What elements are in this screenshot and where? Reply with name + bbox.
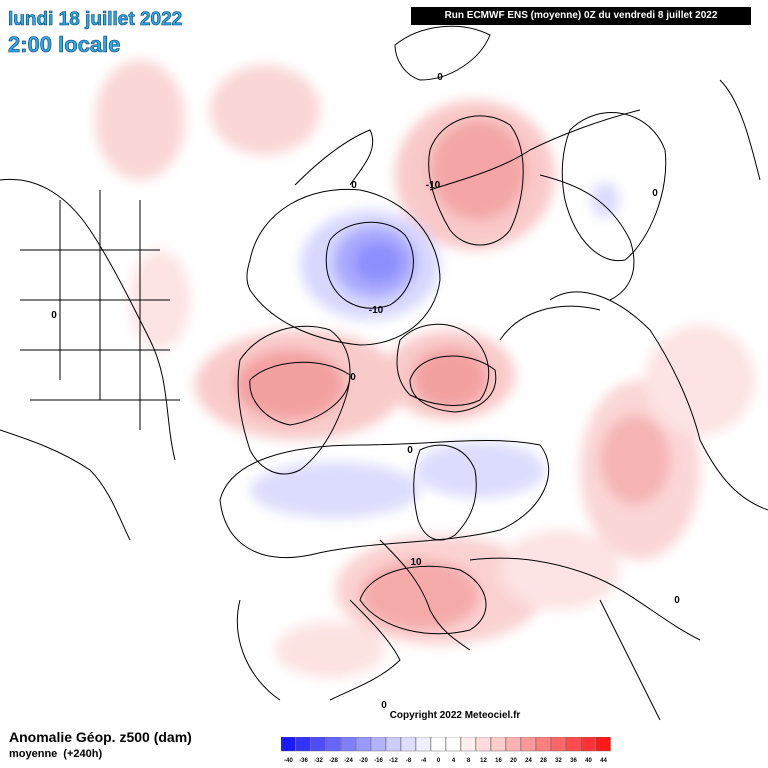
- anomaly-contours: [219, 112, 667, 635]
- legend-label: -36: [299, 758, 308, 764]
- legend-swatch: [370, 737, 386, 752]
- legend-label: -28: [329, 758, 338, 764]
- legend-label: 20: [510, 758, 517, 764]
- legend-label: 40: [585, 758, 592, 764]
- contour-label: 0: [351, 180, 357, 191]
- forecast-date: lundi 18 juillet 2022: [8, 9, 183, 31]
- legend-swatch: [505, 737, 521, 752]
- legend-label: -12: [389, 758, 398, 764]
- legend-swatch: [415, 737, 431, 752]
- legend-label: 44: [600, 758, 607, 764]
- legend-swatch: [595, 737, 611, 752]
- run-banner: Run ECMWF ENS (moyenne) 0Z du vendredi 8…: [411, 7, 751, 25]
- legend-label: -20: [359, 758, 368, 764]
- coastlines: [0, 25, 768, 721]
- legend-swatch: [355, 737, 371, 752]
- map-subtitle: moyenne (+240h): [9, 748, 108, 760]
- legend-label: -4: [421, 758, 427, 764]
- legend-label: -16: [374, 758, 383, 764]
- contour-label: 0: [652, 188, 658, 199]
- legend-swatch: [520, 737, 536, 752]
- legend-label: -24: [344, 758, 353, 764]
- legend-label: 28: [540, 758, 547, 764]
- legend-label: 36: [570, 758, 577, 764]
- legend-swatch: [310, 737, 326, 752]
- contour-label: 0: [350, 372, 356, 383]
- legend-swatch: [400, 737, 416, 752]
- legend-swatch: [460, 737, 476, 752]
- contour-labels: 0 0 0 0 -10 0 -10 0 10 0 0: [51, 72, 680, 711]
- legend-label: -32: [314, 758, 323, 764]
- contour-label: 10: [410, 557, 422, 568]
- legend-label: -8: [406, 758, 412, 764]
- legend-swatch: [550, 737, 566, 752]
- legend-label: 24: [525, 758, 532, 764]
- legend-label: 0: [437, 758, 441, 764]
- legend-swatch: [340, 737, 356, 752]
- contour-label: 0: [674, 595, 680, 606]
- contour-label: -10: [426, 180, 441, 191]
- legend-label: -40: [284, 758, 293, 764]
- subtitle-lead: (+240h): [63, 748, 103, 760]
- contour-label: 0: [381, 700, 387, 711]
- legend-swatch: [325, 737, 341, 752]
- legend-boxes: [281, 737, 611, 752]
- legend-swatch: [295, 737, 311, 752]
- legend-swatch: [490, 737, 506, 752]
- legend-swatch: [281, 737, 296, 752]
- contour-label: 0: [407, 445, 413, 456]
- contour-label: 0: [437, 72, 443, 83]
- legend-swatch: [445, 737, 461, 752]
- legend-label: 32: [555, 758, 562, 764]
- legend-label: 4: [452, 758, 456, 764]
- map-title: Anomalie Géop. z500 (dam): [9, 729, 192, 745]
- legend-swatch: [565, 737, 581, 752]
- color-legend: -40 -36 -32 -28 -24 -20 -16 -12 -8 -4 0 4 8 12 16 20 24 2…: [281, 737, 611, 764]
- legend-swatch: [535, 737, 551, 752]
- anomaly-shading: [95, 60, 755, 678]
- legend-swatch: [580, 737, 596, 752]
- subtitle-mean: moyenne: [9, 748, 58, 760]
- legend-swatch: [430, 737, 446, 752]
- legend-label: 16: [495, 758, 502, 764]
- contour-label: -10: [369, 305, 384, 316]
- legend-label: 12: [480, 758, 487, 764]
- contour-label: 0: [51, 310, 57, 321]
- copyright-text: Copyright 2022 Meteociel.fr: [389, 710, 521, 721]
- legend-swatch: [475, 737, 491, 752]
- forecast-time: 2:00 locale: [8, 32, 121, 57]
- legend-labels: -40 -36 -32 -28 -24 -20 -16 -12 -8 -4 0 4 8 12 16 20 24 2…: [284, 758, 607, 764]
- legend-swatch: [385, 737, 401, 752]
- legend-label: 8: [467, 758, 471, 764]
